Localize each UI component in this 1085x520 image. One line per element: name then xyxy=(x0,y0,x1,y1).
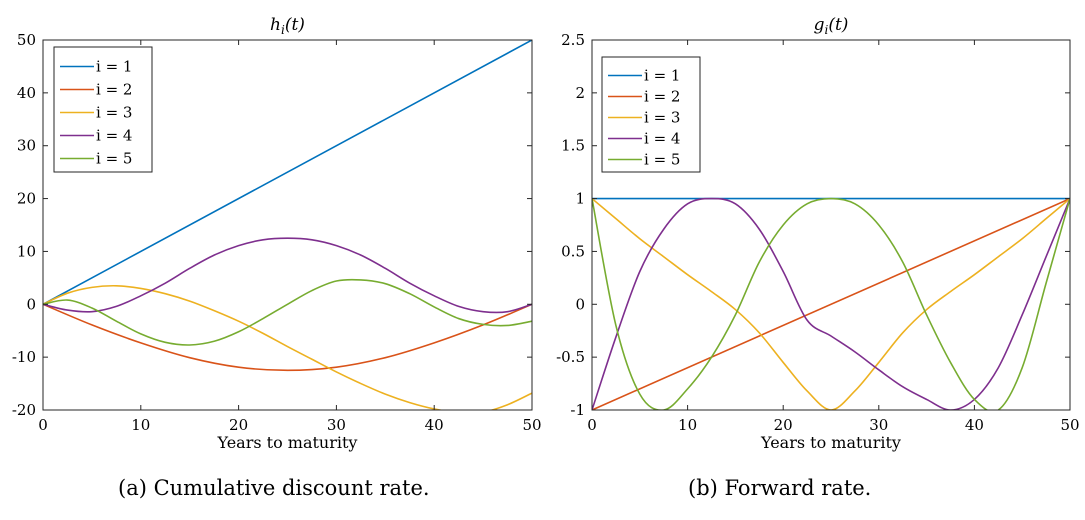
y-tick-label-a: 10 xyxy=(17,242,36,260)
y-tick-label-b: 0 xyxy=(575,295,585,313)
y-tick-label-a: -20 xyxy=(12,401,36,419)
y-tick-label-b: 1.5 xyxy=(561,137,585,155)
plot-area-a xyxy=(43,40,532,410)
legend-b: i = 1 i = 2 i = 3 i = 4 i = 5 xyxy=(601,56,701,173)
series-line-b-2 xyxy=(592,197,1070,410)
chart-b: 0 10 20 30 40 50 -1 -0.5 0 0.5 1 1.5 2 2.5 gi(t) Years … xyxy=(556,15,1079,452)
legend-label-b-3: i = 3 xyxy=(644,109,680,127)
legend-box-a xyxy=(53,46,153,173)
x-axis-label-a: Years to maturity xyxy=(217,433,358,452)
x-tick-label-b: 50 xyxy=(1060,416,1079,434)
legend-label-b-1: i = 1 xyxy=(644,67,680,85)
series-line-b-4 xyxy=(592,197,1070,410)
series-line-a-3 xyxy=(43,284,532,410)
series-line-b-3 xyxy=(592,197,1070,410)
legend-label-a-2: i = 2 xyxy=(96,81,132,99)
x-axis-label-b: Years to maturity xyxy=(760,433,901,452)
y-tick-label-b: -1 xyxy=(570,401,585,419)
x-tick-label-b: 40 xyxy=(965,416,984,434)
x-tick-label-a: 0 xyxy=(38,416,48,434)
y-tick-label-a: -10 xyxy=(12,348,36,366)
legend-label-b-4: i = 4 xyxy=(644,130,680,148)
series-line-a-4 xyxy=(43,237,532,314)
x-tick-label-a: 30 xyxy=(327,416,346,434)
y-tick-label-a: 30 xyxy=(17,137,36,155)
x-tick-label-b: 0 xyxy=(587,416,597,434)
series-line-a-2 xyxy=(43,303,532,372)
chart-title-a: hi(t) xyxy=(270,15,305,37)
y-tick-label-b: 1 xyxy=(575,190,585,208)
legend-label-b-2: i = 2 xyxy=(644,88,680,106)
x-tick-label-b: 10 xyxy=(678,416,697,434)
axes-box-a xyxy=(42,39,533,411)
caption-a: (a) Cumulative discount rate. xyxy=(118,476,430,500)
series-line-a-1 xyxy=(43,40,532,305)
legend-label-a-4: i = 4 xyxy=(96,127,132,145)
y-tick-label-b: -0.5 xyxy=(556,348,585,366)
y-tick-label-b: 2 xyxy=(575,84,585,102)
chart-title-b: gi(t) xyxy=(814,15,849,37)
series-line-b-5 xyxy=(592,197,1070,410)
x-tick-label-a: 20 xyxy=(229,416,248,434)
series-line-a-5 xyxy=(43,278,532,346)
y-tick-label-a: 20 xyxy=(17,190,36,208)
x-tick-label-a: 50 xyxy=(522,416,541,434)
y-tick-label-b: 0.5 xyxy=(561,242,585,260)
caption-b: (b) Forward rate. xyxy=(688,476,872,500)
axes-box-b xyxy=(591,39,1071,411)
legend-a: i = 1 i = 2 i = 3 i = 4 i = 5 xyxy=(53,46,153,173)
legend-label-b-5: i = 5 xyxy=(644,151,680,169)
x-tick-label-b: 20 xyxy=(774,416,793,434)
legend-label-a-1: i = 1 xyxy=(96,58,132,76)
y-tick-label-a: 0 xyxy=(26,295,36,313)
legend-label-a-3: i = 3 xyxy=(96,104,132,122)
y-tick-label-a: 40 xyxy=(17,84,36,102)
x-tick-label-a: 40 xyxy=(425,416,444,434)
y-tick-label-b: 2.5 xyxy=(561,31,585,49)
legend-label-a-5: i = 5 xyxy=(96,150,132,168)
plot-area-b xyxy=(592,197,1070,410)
chart-a: 0 10 20 30 40 50 -20 -10 0 10 20 30 40 50 hi(t) Years t… xyxy=(12,15,542,452)
y-tick-label-a: 50 xyxy=(17,31,36,49)
x-tick-label-a: 10 xyxy=(131,416,150,434)
x-tick-label-b: 30 xyxy=(869,416,888,434)
